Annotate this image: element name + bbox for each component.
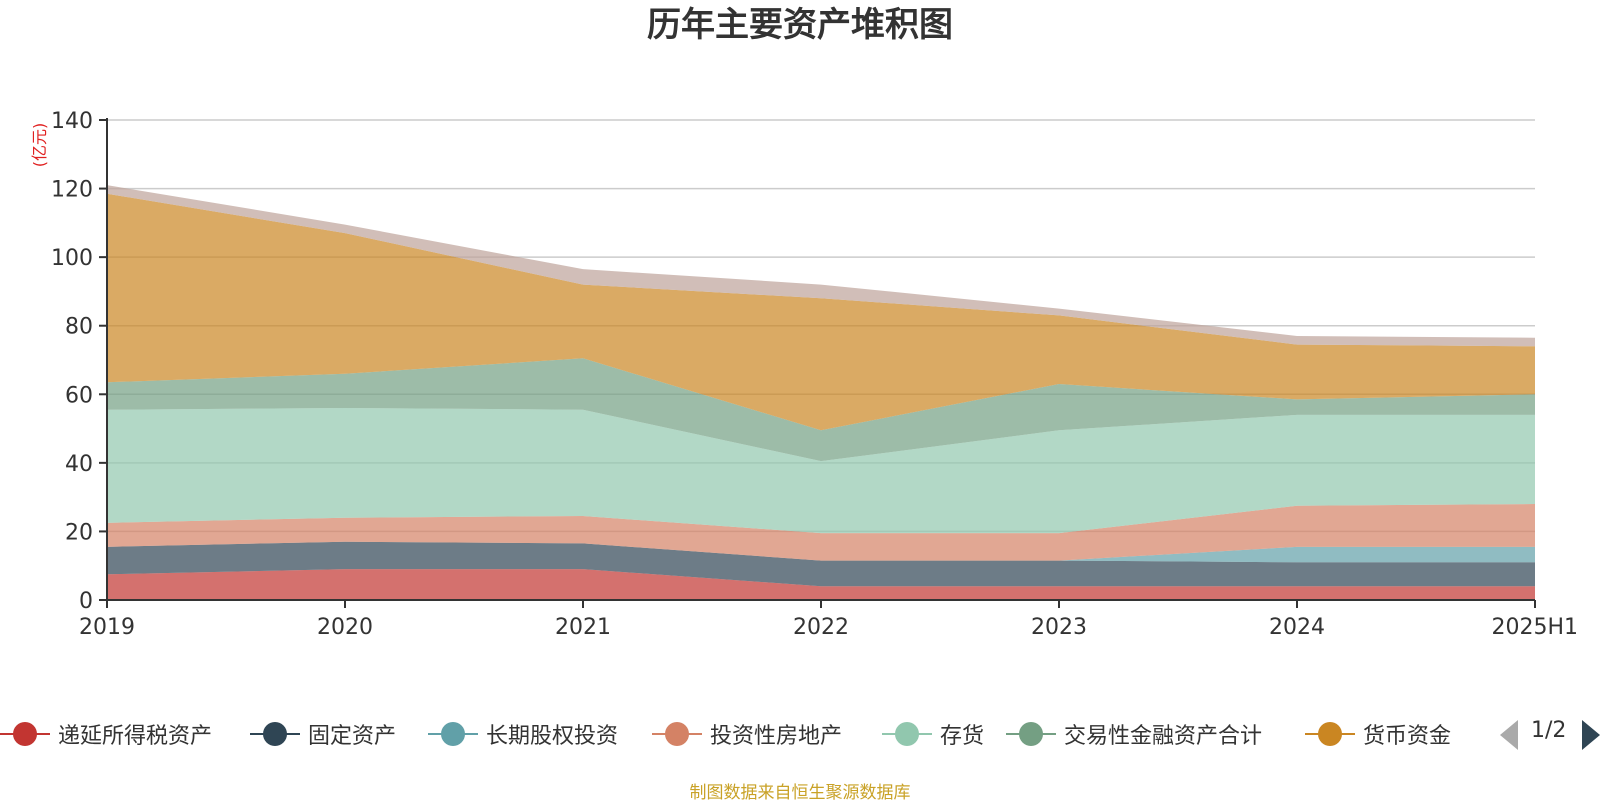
legend-swatch-icon bbox=[428, 712, 478, 756]
y-tick-label: 100 bbox=[51, 246, 93, 271]
y-unit-label: (亿元) bbox=[30, 123, 49, 168]
x-tick-label: 2021 bbox=[555, 615, 611, 640]
x-tick-label: 2019 bbox=[79, 615, 135, 640]
y-tick-label: 0 bbox=[79, 589, 93, 614]
legend-swatch-icon bbox=[1006, 712, 1056, 756]
area-series-4 bbox=[107, 408, 1535, 534]
legend-item[interactable]: 货币资金 bbox=[1305, 712, 1451, 756]
x-tick-label: 2024 bbox=[1269, 615, 1325, 640]
chart-title: 历年主要资产堆积图 bbox=[647, 5, 953, 45]
legend-label: 递延所得税资产 bbox=[58, 724, 213, 749]
legend-swatch-icon bbox=[0, 712, 50, 756]
legend-next-page-icon[interactable] bbox=[1582, 720, 1600, 750]
legend-prev-page-icon[interactable] bbox=[1500, 720, 1518, 750]
legend-item[interactable]: 固定资产 bbox=[250, 712, 396, 756]
legend-label: 存货 bbox=[940, 724, 985, 749]
x-tick-label: 2020 bbox=[317, 615, 373, 640]
legend-swatch-icon bbox=[882, 712, 932, 756]
area-series-6 bbox=[107, 193, 1535, 431]
legend-page-indicator: 1/2 bbox=[1531, 718, 1567, 743]
y-tick-label: 80 bbox=[65, 315, 93, 340]
legend-label: 交易性金融资产合计 bbox=[1064, 724, 1263, 749]
area-series-5 bbox=[107, 358, 1535, 462]
legend-item[interactable]: 交易性金融资产合计 bbox=[1006, 712, 1262, 756]
legend-label: 投资性房地产 bbox=[710, 724, 843, 749]
y-tick-label: 60 bbox=[65, 383, 93, 408]
y-tick-label: 20 bbox=[65, 520, 93, 545]
legend-item[interactable]: 存货 bbox=[882, 712, 984, 756]
legend-item[interactable]: 递延所得税资产 bbox=[0, 712, 212, 756]
area-series-1 bbox=[107, 541, 1535, 587]
y-tick-label: 120 bbox=[51, 178, 93, 203]
legend-label: 货币资金 bbox=[1363, 724, 1452, 749]
area-series-3 bbox=[107, 504, 1535, 561]
legend-item[interactable]: 长期股权投资 bbox=[428, 712, 618, 756]
area-series-0 bbox=[107, 569, 1535, 600]
legend-swatch-icon bbox=[250, 712, 300, 756]
y-tick-label: 140 bbox=[51, 109, 93, 134]
legend: 递延所得税资产 固定资产 长期股权投资 投资性房地产 存货 交易性金融资产合计 货币资金 bbox=[0, 712, 1600, 756]
legend-swatch-icon bbox=[1305, 712, 1355, 756]
source-note: 制图数据来自恒生聚源数据库 bbox=[689, 783, 911, 803]
x-tick-label: 2025H1 bbox=[1491, 615, 1578, 640]
x-tick-label: 2023 bbox=[1031, 615, 1087, 640]
legend-item[interactable]: 投资性房地产 bbox=[652, 712, 842, 756]
y-tick-label: 40 bbox=[65, 452, 93, 477]
x-tick-label: 2022 bbox=[793, 615, 849, 640]
legend-swatch-icon bbox=[652, 712, 702, 756]
area-series-2 bbox=[107, 541, 1535, 563]
legend-pager: 1/2 bbox=[1500, 716, 1600, 752]
legend-label: 长期股权投资 bbox=[486, 724, 619, 749]
legend-label: 固定资产 bbox=[308, 724, 397, 749]
